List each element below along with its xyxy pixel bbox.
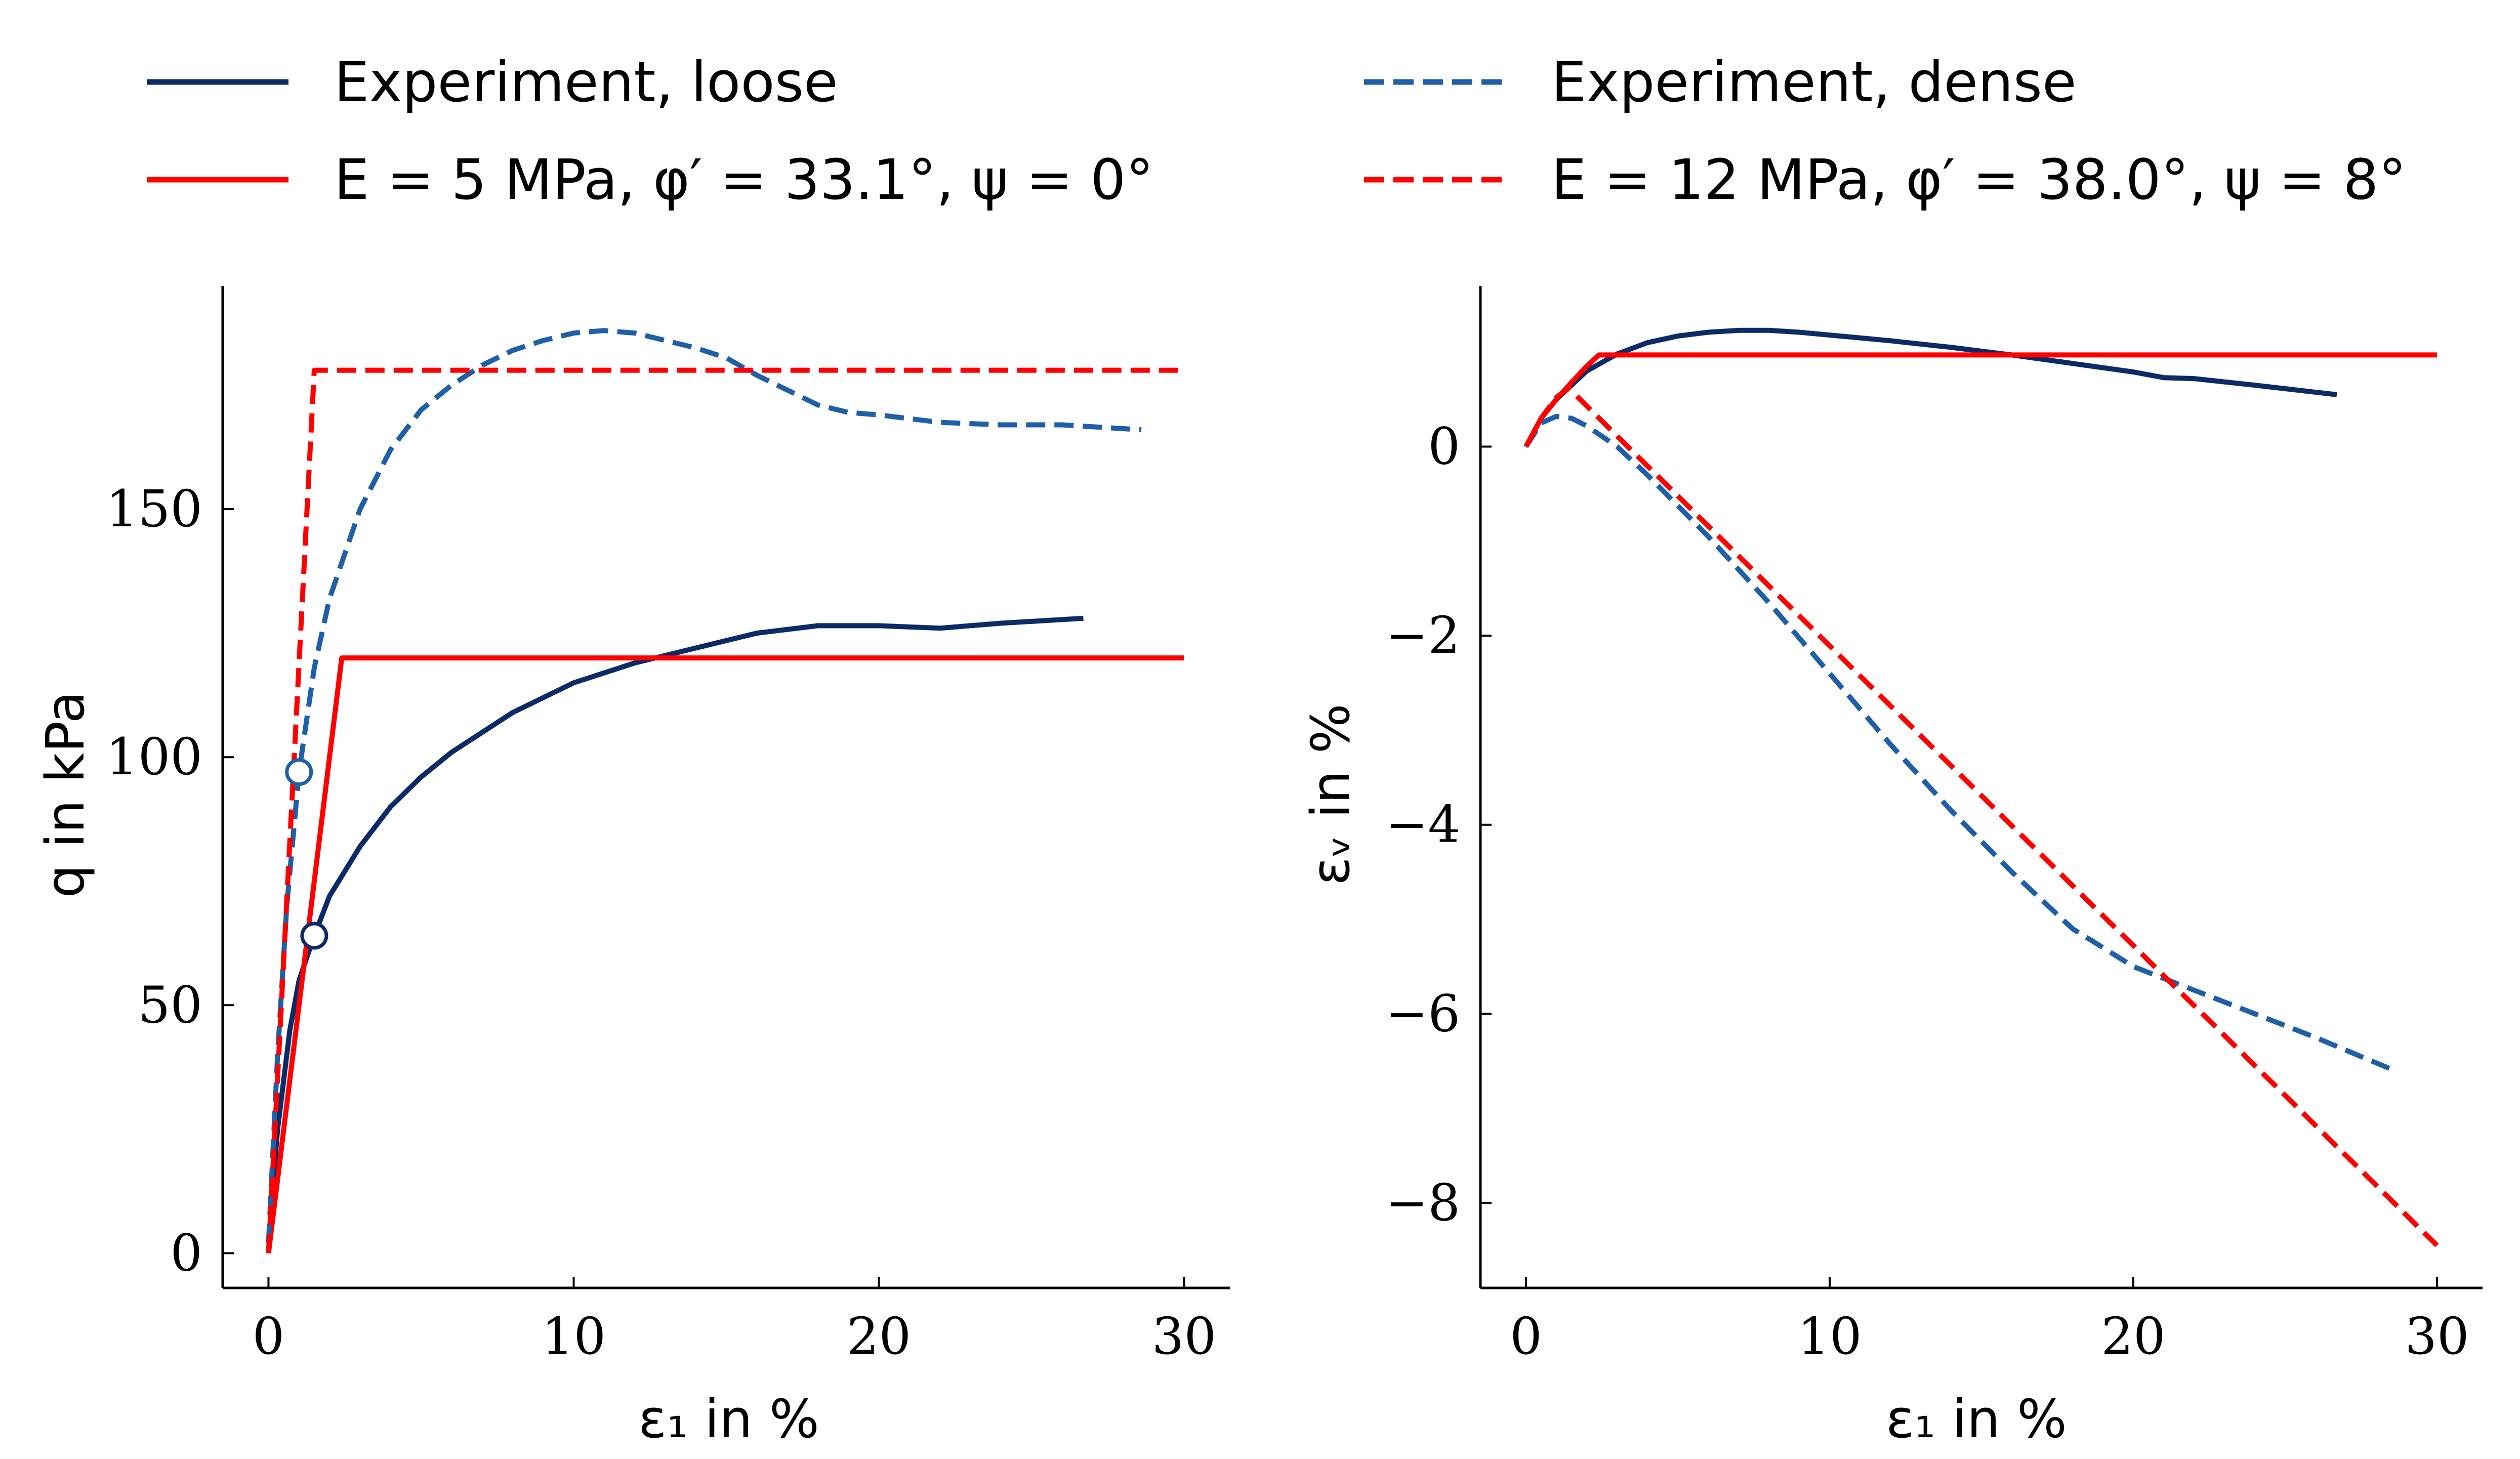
y-tick-label: 150 xyxy=(106,479,202,538)
y-tick-label: 50 xyxy=(138,975,202,1034)
x-tick-label: 0 xyxy=(1510,1307,1542,1366)
y-tick-label: −6 xyxy=(1386,984,1460,1043)
y-tick-label: −8 xyxy=(1386,1173,1460,1232)
x-tick-label: 10 xyxy=(1797,1307,1862,1366)
y-tick-label: 0 xyxy=(1428,417,1460,476)
legend-label-dense: Experiment, dense xyxy=(1551,50,2077,114)
x-tick-label: 0 xyxy=(253,1307,285,1366)
panel-q-marker-0 xyxy=(285,758,313,786)
legend-entry-loose: Experiment, loose xyxy=(147,50,838,114)
legend-entry-dense: Experiment, dense xyxy=(1364,50,2077,114)
legend-entry-dense-model: E = 12 MPa, φ′ = 38.0°, ψ = 8° xyxy=(1364,147,2406,212)
y-tick-label: −4 xyxy=(1386,795,1460,854)
panel-q-series xyxy=(266,328,1184,1254)
legend-label-loose-model: E = 5 MPa, φ′ = 33.1°, ψ = 0° xyxy=(334,147,1153,212)
panel-q-series-line-2 xyxy=(266,328,1142,1244)
panel-ev-ylabel: εᵥ in % xyxy=(1300,703,1361,885)
panel-ev: 0 10 20 30 0 −2 −4 −6 −8 ε₁ in % εᵥ in % xyxy=(1300,286,2483,1450)
y-tick-label: 100 xyxy=(106,727,202,786)
y-tick-label: −2 xyxy=(1386,606,1460,665)
legend-label-dense-model: E = 12 MPa, φ′ = 38.0°, ψ = 8° xyxy=(1551,147,2406,212)
panel-q-series-line-1 xyxy=(266,655,1184,1254)
panel-ev-series-line-0 xyxy=(1523,327,2337,448)
panel-ev-series-line-2 xyxy=(1523,413,2395,1073)
panel-ev-series-line-1 xyxy=(1523,352,2437,448)
x-tick-label: 30 xyxy=(2405,1307,2469,1366)
panel-q-markers xyxy=(285,758,328,950)
panel-q-series-line-0 xyxy=(266,615,1084,1244)
panel-q-marker-1 xyxy=(300,922,328,950)
panel-ev-axes: 0 10 20 30 0 −2 −4 −6 −8 xyxy=(1386,286,2483,1366)
panel-ev-series xyxy=(1523,327,2439,1247)
x-tick-label: 30 xyxy=(1152,1307,1216,1366)
x-tick-label: 20 xyxy=(2101,1307,2165,1366)
panel-q-series-line-3 xyxy=(266,367,1184,1254)
legend: Experiment, loose E = 5 MPa, φ′ = 33.1°,… xyxy=(147,50,2406,212)
panel-ev-xlabel: ε₁ in % xyxy=(1886,1388,2067,1450)
panel-ev-series-line-3 xyxy=(1523,385,2439,1247)
legend-label-loose: Experiment, loose xyxy=(334,50,838,114)
x-tick-label: 10 xyxy=(542,1307,606,1366)
panel-q-ylabel: q in kPa xyxy=(34,691,96,898)
panel-q: 0 10 20 30 0 50 100 150 ε₁ in % q in kPa xyxy=(34,286,1230,1450)
panel-q-axes: 0 10 20 30 0 50 100 150 xyxy=(106,286,1230,1366)
y-tick-label: 0 xyxy=(170,1223,202,1282)
x-tick-label: 20 xyxy=(847,1307,911,1366)
panel-q-xlabel: ε₁ in % xyxy=(638,1388,819,1450)
legend-entry-loose-model: E = 5 MPa, φ′ = 33.1°, ψ = 0° xyxy=(147,147,1153,212)
